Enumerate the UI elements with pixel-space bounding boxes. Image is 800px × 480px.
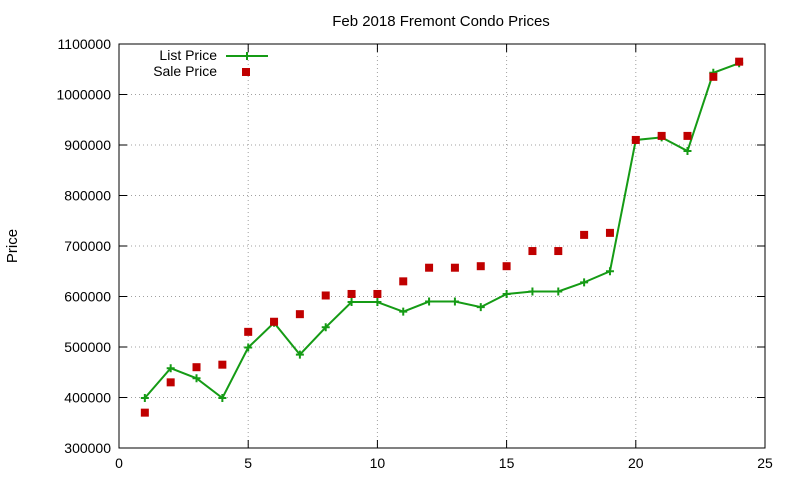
- y-tick-label: 1000000: [56, 87, 111, 103]
- legend-marker-sale-price: [242, 68, 250, 76]
- list-price-point: [450, 297, 459, 306]
- x-tick-label: 10: [370, 455, 386, 471]
- y-tick-label: 600000: [64, 289, 111, 305]
- x-tick-label: 20: [628, 455, 644, 471]
- sale-price-point: [347, 289, 356, 298]
- data-series: [140, 57, 744, 417]
- sale-price-point: [166, 378, 175, 387]
- y-tick-label: 300000: [64, 440, 111, 456]
- list-price-point: [218, 394, 227, 403]
- list-price-point: [166, 364, 175, 373]
- sale-price-point: [373, 289, 382, 298]
- y-tick-label: 1100000: [58, 36, 112, 52]
- list-price-point: [554, 287, 563, 296]
- x-tick-label: 5: [244, 455, 252, 471]
- legend-label-sale-price: Sale Price: [153, 63, 217, 79]
- sale-price-point: [657, 131, 666, 140]
- sale-price-point: [631, 135, 640, 144]
- sale-price-point: [321, 291, 330, 300]
- sale-price-point: [270, 317, 279, 326]
- sale-price-point: [192, 363, 201, 372]
- y-axis-ticks: 300000 400000 500000 600000 700000 800000 9000…: [56, 36, 765, 456]
- list-price-point: [244, 343, 253, 352]
- x-tick-label: 25: [757, 455, 773, 471]
- x-axis-ticks: 0 5 10 15 20 25: [115, 44, 773, 471]
- sale-price-point: [605, 228, 614, 237]
- y-tick-label: 700000: [64, 238, 111, 254]
- list-price-point: [528, 287, 537, 296]
- legend-plus-marker: [243, 52, 251, 60]
- sale-price-point: [425, 263, 434, 272]
- y-tick-label: 500000: [64, 339, 111, 355]
- chart-title: Feb 2018 Fremont Condo Prices: [332, 13, 550, 30]
- y-axis-label: Price: [4, 229, 21, 263]
- list-price-point: [425, 297, 434, 306]
- sale-price-point: [735, 57, 744, 66]
- list-price-point: [399, 307, 408, 316]
- sale-price-point: [476, 262, 485, 271]
- list-price-point: [321, 323, 330, 332]
- grid-lines: [119, 44, 765, 448]
- list-price-point: [192, 374, 201, 383]
- sale-price-point: [580, 230, 589, 239]
- x-tick-label: 15: [499, 455, 515, 471]
- sale-price-point: [244, 327, 253, 336]
- list-price-line: [144, 62, 740, 400]
- sale-price-point: [399, 277, 408, 286]
- plot-frame: [118, 43, 766, 449]
- sale-price-point: [683, 131, 692, 140]
- list-price-point: [140, 394, 149, 403]
- sale-price-point: [218, 360, 227, 369]
- list-price-point: [295, 350, 304, 359]
- x-tick-label: 0: [115, 455, 123, 471]
- list-price-point: [476, 303, 485, 312]
- list-price-point: [580, 278, 589, 287]
- legend: List Price Sale Price: [153, 47, 268, 79]
- y-tick-label: 900000: [64, 137, 111, 153]
- sale-price-point: [528, 247, 537, 256]
- list-price-point: [683, 147, 692, 156]
- sale-price-point: [554, 247, 563, 256]
- sale-price-point: [502, 262, 511, 271]
- legend-marker-list-price: [243, 52, 251, 60]
- sale-price-point: [295, 310, 304, 319]
- list-price-point: [373, 298, 382, 307]
- sale-price-point: [140, 408, 149, 417]
- y-tick-label: 400000: [64, 390, 111, 406]
- y-tick-label: 800000: [64, 188, 111, 204]
- legend-label-list-price: List Price: [159, 47, 217, 63]
- list-price-point: [347, 298, 356, 307]
- list-price-point: [502, 289, 511, 298]
- sale-price-point: [450, 263, 459, 272]
- list-price-point: [605, 267, 614, 276]
- sale-price-point: [709, 72, 718, 81]
